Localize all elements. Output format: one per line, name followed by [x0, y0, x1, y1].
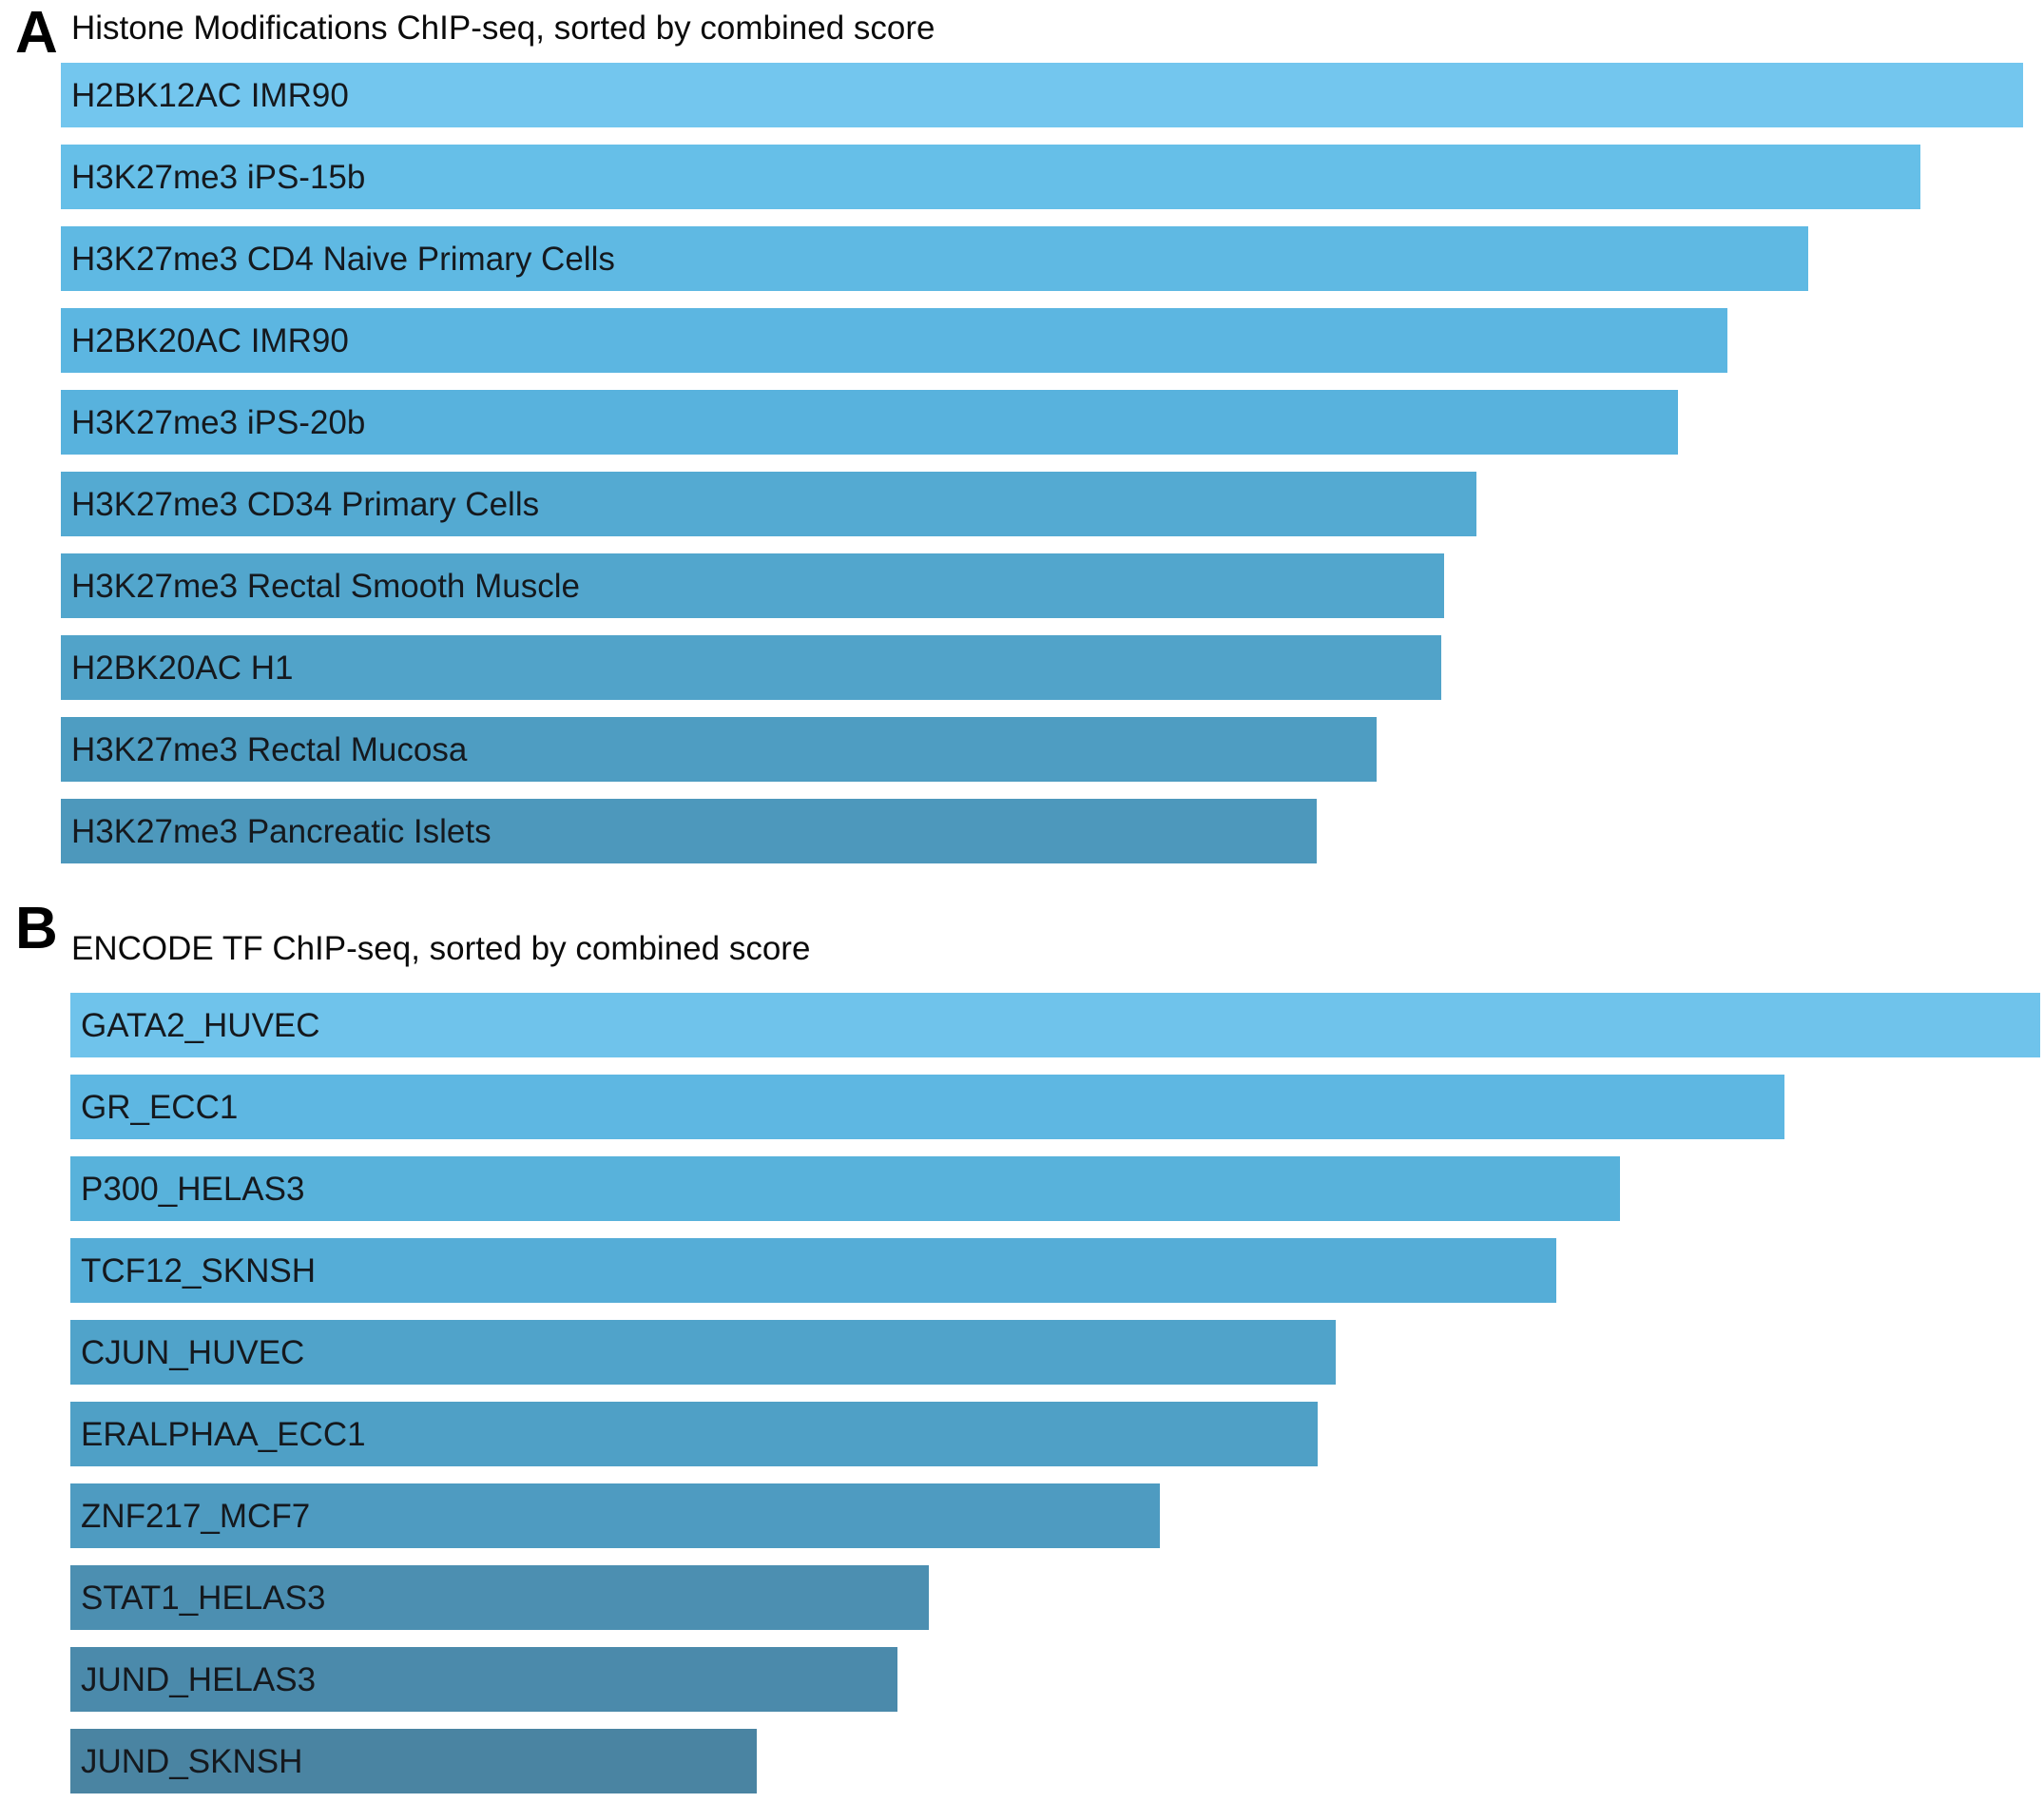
bar-label: TCF12_SKNSH: [81, 1251, 317, 1289]
bar-label: GATA2_HUVEC: [81, 1006, 320, 1044]
bar-row: H3K27me3 CD4 Naive Primary Cells: [61, 226, 1808, 291]
bar-row: JUND_HELAS3: [70, 1647, 897, 1712]
bar-row: H3K27me3 iPS-20b: [61, 390, 1678, 455]
bar-row: H3K27me3 CD34 Primary Cells: [61, 472, 1476, 536]
bar-label: H2BK20AC IMR90: [71, 321, 349, 359]
bar-row: H3K27me3 Pancreatic Islets: [61, 799, 1317, 863]
bar-label: P300_HELAS3: [81, 1170, 305, 1208]
bar-label: H3K27me3 Pancreatic Islets: [71, 812, 492, 850]
bar-row: H2BK12AC IMR90: [61, 63, 2023, 127]
bar-label: H3K27me3 Rectal Mucosa: [71, 730, 468, 768]
bar-row: ZNF217_MCF7: [70, 1483, 1160, 1548]
bar-label: H3K27me3 iPS-15b: [71, 158, 366, 196]
bar-row: JUND_SKNSH: [70, 1729, 757, 1793]
bar-row: H2BK20AC H1: [61, 635, 1441, 700]
bar-label: H3K27me3 iPS-20b: [71, 403, 366, 441]
bar-label: H3K27me3 Rectal Smooth Muscle: [71, 567, 580, 605]
bar-label: ZNF217_MCF7: [81, 1497, 311, 1535]
bar-row: H3K27me3 iPS-15b: [61, 145, 1920, 209]
bar-label: H3K27me3 CD34 Primary Cells: [71, 485, 540, 523]
bar-row: H3K27me3 Rectal Mucosa: [61, 717, 1377, 782]
bar-label: H2BK20AC H1: [71, 649, 294, 687]
bar-label: ERALPHAA_ECC1: [81, 1415, 366, 1453]
panel-a-label: A: [15, 0, 58, 66]
bar-row: GATA2_HUVEC: [70, 993, 2040, 1057]
bar-label: CJUN_HUVEC: [81, 1333, 305, 1371]
bar-row: STAT1_HELAS3: [70, 1565, 929, 1630]
bar-row: H3K27me3 Rectal Smooth Muscle: [61, 553, 1444, 618]
bar-label: H3K27me3 CD4 Naive Primary Cells: [71, 240, 615, 278]
panel-b-title: ENCODE TF ChIP-seq, sorted by combined s…: [71, 930, 811, 967]
bar-label: JUND_HELAS3: [81, 1660, 317, 1698]
bar-row: GR_ECC1: [70, 1075, 1784, 1139]
bar-label: JUND_SKNSH: [81, 1742, 303, 1780]
bar-label: GR_ECC1: [81, 1088, 239, 1126]
bar-row: ERALPHAA_ECC1: [70, 1402, 1318, 1466]
bar-row: P300_HELAS3: [70, 1156, 1620, 1221]
panel-a-title: Histone Modifications ChIP-seq, sorted b…: [71, 10, 935, 47]
bar-row: CJUN_HUVEC: [70, 1320, 1336, 1385]
bar-row: TCF12_SKNSH: [70, 1238, 1556, 1303]
bar-label: STAT1_HELAS3: [81, 1579, 326, 1617]
bar-row: H2BK20AC IMR90: [61, 308, 1727, 373]
bar-label: H2BK12AC IMR90: [71, 76, 349, 114]
panel-b-label: B: [15, 896, 58, 961]
